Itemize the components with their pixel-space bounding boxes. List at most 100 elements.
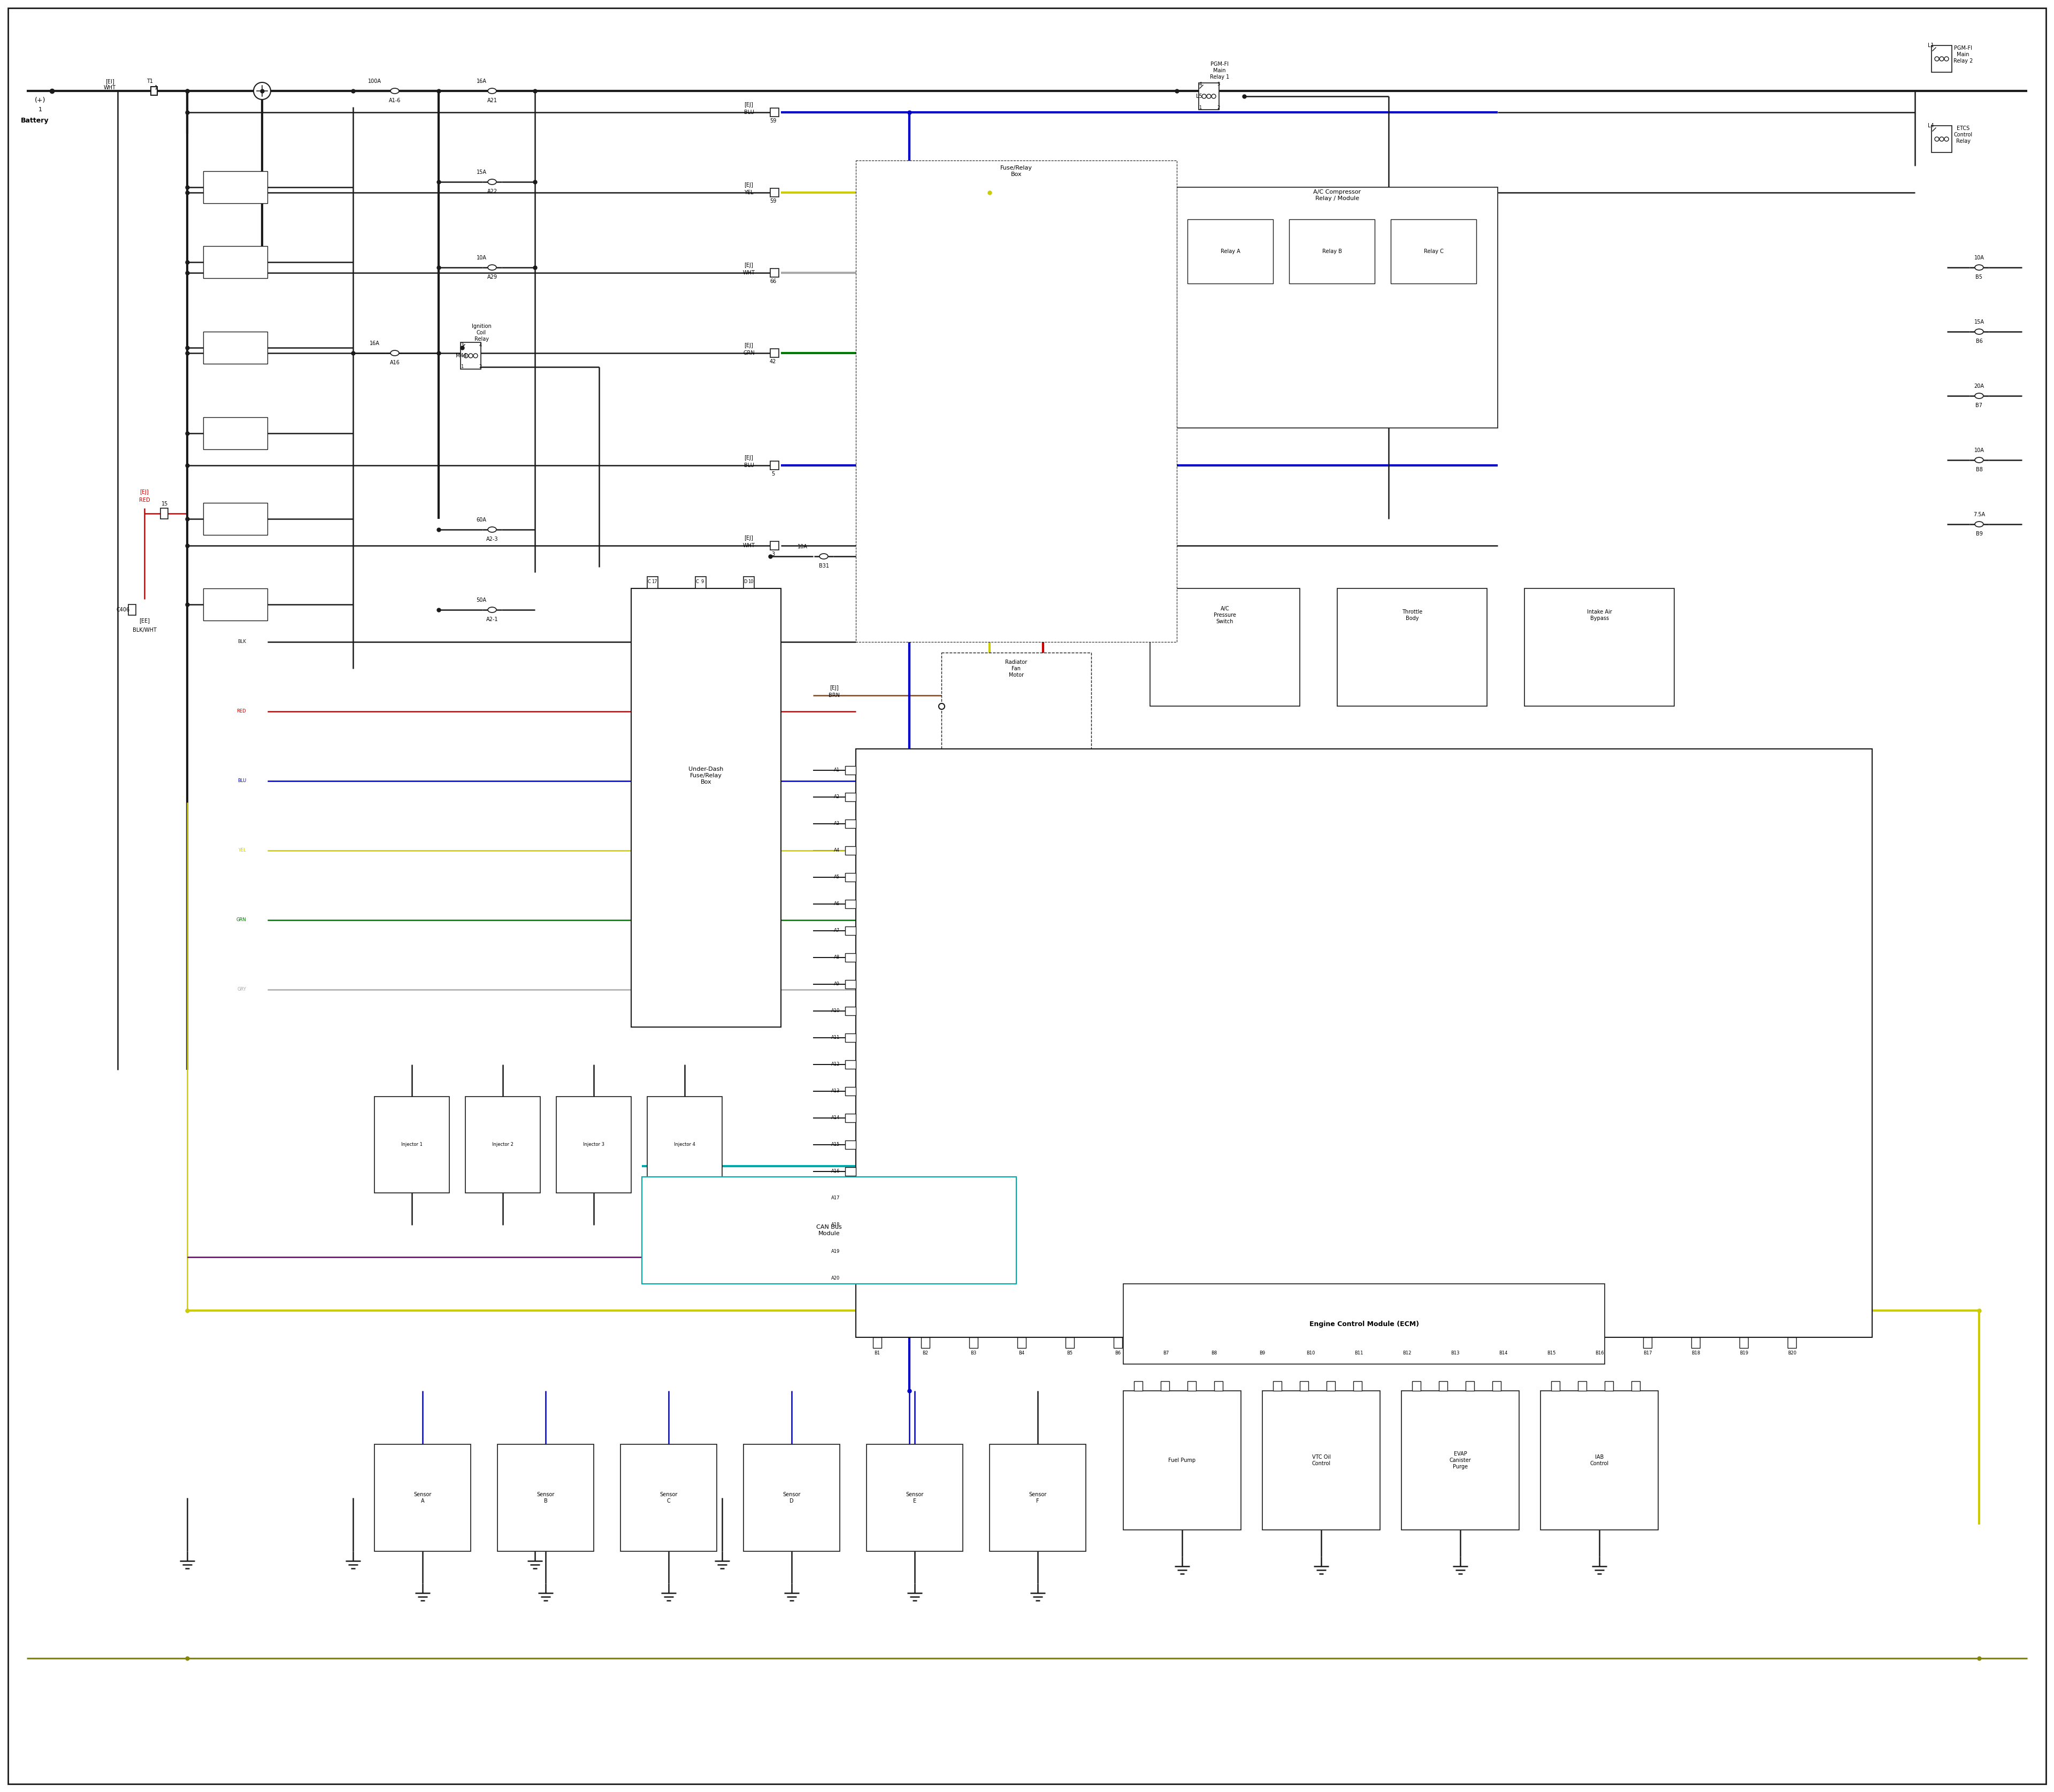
Bar xyxy=(1690,1337,1701,1348)
Bar xyxy=(1290,219,1374,283)
Text: BLK: BLK xyxy=(238,640,246,645)
Bar xyxy=(1113,1337,1121,1348)
Bar xyxy=(844,792,857,801)
Text: 4: 4 xyxy=(1200,82,1202,88)
Text: Under-Dash
Fuse/Relay
Box: Under-Dash Fuse/Relay Box xyxy=(688,767,723,785)
Bar xyxy=(647,1097,723,1193)
Text: 3: 3 xyxy=(460,342,464,348)
Text: VTC Oil
Control: VTC Oil Control xyxy=(1313,1455,1331,1466)
Text: Injector 2: Injector 2 xyxy=(493,1142,514,1147)
Text: Relay: Relay xyxy=(474,337,489,342)
Text: A2: A2 xyxy=(834,794,840,799)
Text: YEL: YEL xyxy=(744,190,754,195)
Text: B4: B4 xyxy=(1019,1351,1025,1357)
Text: 1: 1 xyxy=(460,364,464,369)
Ellipse shape xyxy=(1974,392,1984,398)
Text: Sensor
D: Sensor D xyxy=(783,1493,801,1503)
Bar xyxy=(1931,125,1951,152)
Text: A11: A11 xyxy=(832,1036,840,1039)
Bar xyxy=(744,577,754,588)
Bar xyxy=(1740,1337,1748,1348)
Ellipse shape xyxy=(464,353,468,358)
Text: Relay 1: Relay 1 xyxy=(1210,73,1228,79)
Bar xyxy=(1066,1337,1074,1348)
Bar xyxy=(873,1337,881,1348)
Text: T1: T1 xyxy=(146,79,152,84)
Bar xyxy=(1787,1337,1795,1348)
Bar xyxy=(557,1097,631,1193)
Text: D: D xyxy=(744,579,748,584)
Text: [EJ]: [EJ] xyxy=(744,183,754,188)
Bar xyxy=(1391,219,1477,283)
Text: B17: B17 xyxy=(1643,1351,1651,1357)
Text: 2: 2 xyxy=(1218,106,1220,111)
Text: 10A: 10A xyxy=(1974,448,1984,453)
Bar xyxy=(844,980,857,989)
Text: 3: 3 xyxy=(1218,82,1220,88)
Bar xyxy=(1017,1337,1025,1348)
Text: 10: 10 xyxy=(748,579,754,584)
Text: B6: B6 xyxy=(1976,339,1982,344)
Text: WHT: WHT xyxy=(744,271,756,276)
Bar xyxy=(844,926,857,935)
Text: BLU: BLU xyxy=(744,462,754,468)
Text: PGM-FI: PGM-FI xyxy=(1210,61,1228,66)
Text: Fuse/Relay
Box: Fuse/Relay Box xyxy=(1000,165,1033,177)
Text: B19: B19 xyxy=(1740,1351,1748,1357)
Text: 3: 3 xyxy=(772,552,774,557)
Text: IAB
Control: IAB Control xyxy=(1590,1455,1608,1466)
Ellipse shape xyxy=(489,88,497,93)
Bar xyxy=(844,765,857,774)
Bar xyxy=(1150,588,1300,706)
Text: Engine Control Module (ECM): Engine Control Module (ECM) xyxy=(1308,1321,1419,1328)
Text: B12: B12 xyxy=(1403,1351,1411,1357)
Text: GRN: GRN xyxy=(236,918,246,923)
Text: [EJ]: [EJ] xyxy=(744,455,754,461)
Text: A1: A1 xyxy=(834,769,840,772)
Text: WHT: WHT xyxy=(103,84,115,90)
Bar xyxy=(1124,1283,1604,1364)
Text: 16A: 16A xyxy=(370,340,380,346)
Text: Sensor
E: Sensor E xyxy=(906,1493,924,1503)
Text: Control: Control xyxy=(1953,133,1972,138)
Text: 10A: 10A xyxy=(477,254,487,260)
Text: [EJ]: [EJ] xyxy=(744,342,754,348)
Text: A18: A18 xyxy=(832,1222,840,1228)
Text: A16: A16 xyxy=(390,360,401,366)
Text: A20: A20 xyxy=(832,1276,840,1281)
Bar xyxy=(1499,1337,1508,1348)
Text: B14: B14 xyxy=(1499,1351,1508,1357)
Text: 15A: 15A xyxy=(1974,319,1984,324)
Text: 2: 2 xyxy=(479,364,483,369)
Bar xyxy=(857,161,1177,642)
Text: GRN: GRN xyxy=(744,351,754,357)
Ellipse shape xyxy=(489,527,497,532)
Bar xyxy=(1931,45,1951,72)
Bar xyxy=(1643,1337,1651,1348)
Ellipse shape xyxy=(472,353,479,358)
Ellipse shape xyxy=(1974,330,1984,335)
Text: 9: 9 xyxy=(700,579,705,584)
Text: Sensor
F: Sensor F xyxy=(1029,1493,1048,1503)
Text: B20: B20 xyxy=(1787,1351,1797,1357)
Text: B8: B8 xyxy=(1976,468,1982,473)
Text: 1: 1 xyxy=(39,108,41,113)
Ellipse shape xyxy=(1939,136,1943,142)
Bar xyxy=(203,332,267,364)
Ellipse shape xyxy=(1212,95,1216,99)
Bar xyxy=(1540,1391,1658,1530)
Bar xyxy=(1413,1382,1421,1391)
Text: A2-3: A2-3 xyxy=(487,536,499,541)
Text: [EE]: [EE] xyxy=(140,618,150,624)
Bar xyxy=(631,588,781,1027)
Bar xyxy=(203,588,267,620)
Bar xyxy=(1300,1382,1308,1391)
Text: Relay C: Relay C xyxy=(1423,249,1444,254)
Text: Main: Main xyxy=(1214,68,1226,73)
Text: Throttle
Body: Throttle Body xyxy=(1403,609,1421,622)
Bar xyxy=(844,1193,857,1202)
Text: 10A: 10A xyxy=(797,545,807,550)
Text: CAN Bus
Module: CAN Bus Module xyxy=(815,1224,842,1236)
Text: A1-6: A1-6 xyxy=(388,99,401,104)
Text: 16A: 16A xyxy=(477,79,487,84)
